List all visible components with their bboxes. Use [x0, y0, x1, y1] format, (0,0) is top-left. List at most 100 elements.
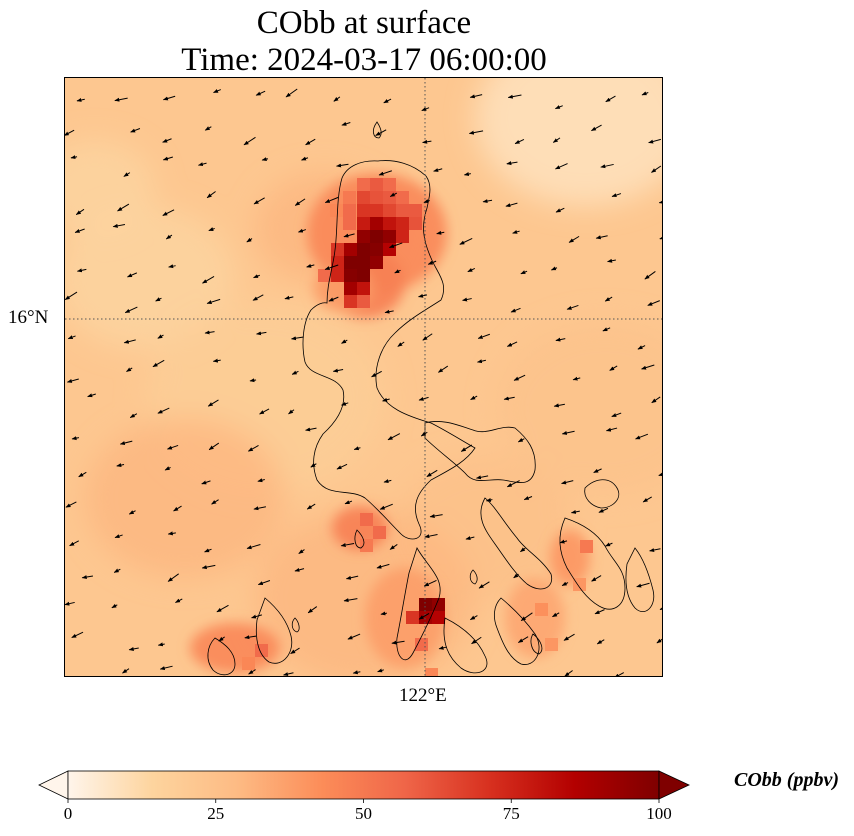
colorbar-extend-min [38, 770, 69, 800]
wind-arrow [159, 665, 173, 671]
wind-arrow [422, 139, 432, 144]
plume-cell [409, 217, 422, 230]
wind-arrow [554, 105, 563, 110]
wind-arrow [520, 547, 526, 553]
wind-arrow [426, 469, 438, 478]
plume-cell [383, 191, 396, 204]
wind-arrow [649, 548, 661, 553]
wind-arrow [564, 670, 573, 676]
wind-arrow [397, 341, 405, 347]
wind-arrow [641, 91, 649, 96]
wind-arrow [371, 370, 382, 378]
wind-arrow [253, 274, 260, 279]
wind-arrow [336, 463, 348, 470]
plume-cell [331, 269, 344, 282]
wind-arrow [341, 401, 349, 406]
wind-arrow [248, 669, 256, 675]
plume-cell [357, 243, 370, 256]
coastline-segment [493, 597, 540, 665]
wind-arrow [377, 668, 384, 673]
plume-cell [370, 217, 383, 230]
coastline-segment [469, 569, 478, 585]
wind-arrow [324, 264, 339, 270]
wind-arrow [477, 333, 490, 339]
wind-arrow [471, 636, 482, 645]
wind-arrow [81, 575, 94, 580]
colorbar-tick-label: 50 [355, 804, 372, 823]
wind-arrow [555, 337, 566, 342]
wind-arrow [514, 138, 525, 145]
plume-cell [357, 256, 370, 269]
wind-arrow [76, 268, 87, 273]
coastline-segment [584, 479, 620, 509]
field-patch [495, 320, 662, 496]
wind-arrow [202, 276, 215, 284]
wind-arrow [246, 544, 261, 550]
coastline-segment [354, 529, 365, 549]
plume-cell [370, 230, 383, 243]
plume-cell [396, 191, 409, 204]
wind-arrow [78, 471, 87, 478]
plume-cell [573, 578, 586, 591]
wind-arrow [555, 207, 565, 213]
wind-arrow [343, 598, 358, 603]
lon-tick-label: 122°E [399, 685, 447, 706]
wind-arrow [418, 396, 429, 401]
wind-arrow [513, 573, 519, 579]
wind-arrow [307, 606, 318, 614]
plume-cell [331, 256, 344, 269]
wind-arrow [595, 235, 608, 240]
wind-arrow [383, 479, 392, 484]
wind-arrow [437, 365, 449, 373]
wind-arrow [284, 295, 294, 300]
wind-arrow [600, 163, 614, 169]
wind-arrow [345, 575, 359, 580]
wind-arrow [218, 636, 225, 642]
plume-cell [370, 256, 383, 269]
wind-arrow [251, 614, 263, 619]
plume-cell [373, 526, 386, 539]
wind-arrow [611, 193, 622, 197]
wind-arrow [347, 633, 361, 640]
plume-cell [357, 282, 370, 295]
wind-arrow [244, 635, 257, 640]
plume-cell [545, 638, 558, 651]
plume-cell [360, 539, 373, 552]
plume-cell [360, 513, 373, 526]
colorbar-tick-label: 100 [646, 804, 672, 823]
coastline-segment [625, 547, 655, 613]
wind-arrow [175, 598, 183, 603]
plume-cell [344, 295, 357, 308]
plume-cell [383, 217, 396, 230]
wind-arrow [506, 480, 520, 488]
wind-arrow [204, 126, 212, 131]
coastline-segment [480, 497, 553, 590]
plume-cell [383, 178, 396, 191]
plume-cell [255, 644, 268, 657]
wind-arrow [288, 409, 295, 415]
wind-arrow [332, 368, 344, 373]
wind-arrow [566, 304, 579, 310]
wind-arrow [552, 137, 561, 143]
wind-arrow [336, 163, 349, 168]
plume-cell [343, 204, 356, 217]
wind-arrow [382, 397, 390, 402]
wind-arrow [66, 378, 79, 383]
wind-arrow [659, 606, 662, 610]
plume-halo [550, 530, 590, 586]
wind-arrow [607, 258, 616, 263]
plume-cell [383, 243, 396, 256]
wind-arrow [642, 496, 652, 503]
wind-arrow [651, 165, 662, 173]
wind-arrow [614, 672, 625, 676]
plume-cell [370, 204, 383, 217]
coastline-segment [291, 617, 300, 633]
wind-arrow [605, 427, 618, 432]
wind-arrow [129, 413, 138, 418]
wind-arrow [294, 567, 305, 572]
plume-cell [419, 598, 432, 611]
wind-arrow [561, 480, 574, 485]
wind-arrow [113, 568, 121, 573]
wind-arrow [157, 642, 165, 647]
wind-arrow [550, 266, 558, 271]
